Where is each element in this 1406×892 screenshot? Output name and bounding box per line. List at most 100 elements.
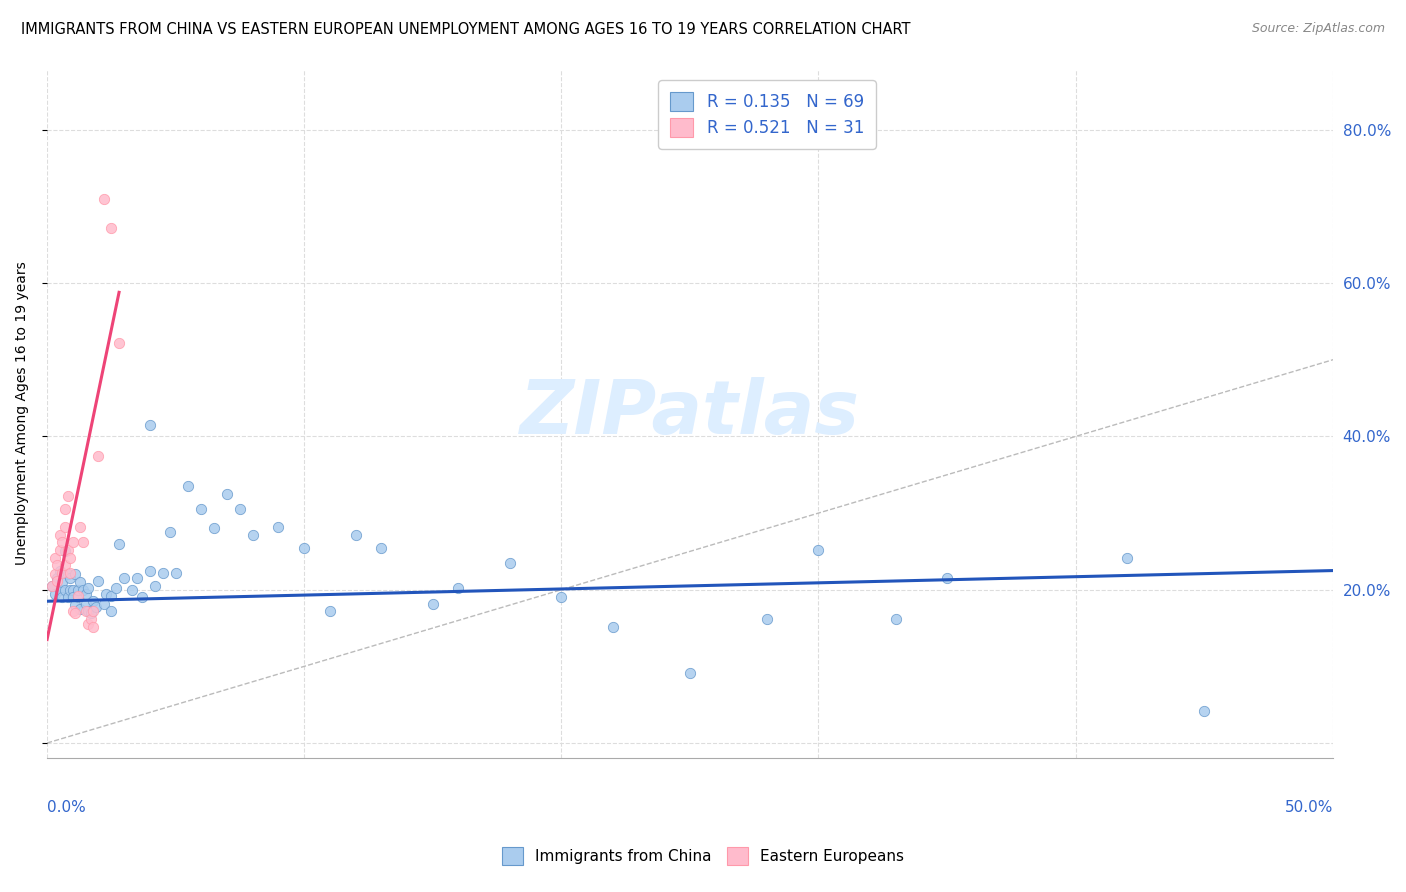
Point (1116, 550, 1139, 565)
Point (46, 558, 69, 573)
Point (69, 520, 91, 534)
Text: 0.0%: 0.0% (46, 800, 86, 814)
Point (112, 571, 135, 585)
Point (53, 544, 76, 558)
Point (165, 566, 187, 580)
Point (62, 535, 84, 549)
Point (69, 575, 91, 590)
Point (56, 567, 79, 582)
Point (80, 606, 103, 620)
Point (93, 192, 115, 206)
Point (77, 617, 100, 632)
Y-axis label: Unemployment Among Ages 16 to 19 years: Unemployment Among Ages 16 to 19 years (15, 261, 30, 566)
Point (1192, 704, 1215, 718)
Point (344, 527, 367, 541)
Point (108, 537, 131, 551)
Point (51, 591, 73, 605)
Point (49, 582, 72, 597)
Point (125, 571, 148, 585)
Point (53, 502, 76, 516)
Point (319, 604, 342, 618)
Point (51, 575, 73, 590)
Text: ZIPatlas: ZIPatlas (520, 377, 860, 450)
Point (77, 581, 100, 595)
Point (121, 582, 143, 597)
Point (143, 579, 166, 593)
Point (66, 582, 89, 597)
Point (84, 599, 107, 614)
Point (53, 520, 76, 534)
Point (46, 574, 69, 588)
Point (756, 612, 779, 626)
Point (100, 604, 122, 618)
Point (292, 541, 315, 555)
Point (66, 591, 89, 605)
Point (215, 487, 238, 501)
Point (100, 221, 122, 235)
Text: Source: ZipAtlas.com: Source: ZipAtlas.com (1251, 22, 1385, 36)
Point (422, 597, 444, 611)
Point (62, 582, 84, 597)
Point (51, 535, 73, 549)
Point (49, 527, 72, 541)
Point (46, 571, 69, 585)
Point (44, 586, 66, 600)
Point (66, 589, 89, 603)
Point (370, 541, 392, 555)
Point (190, 502, 212, 516)
Point (267, 520, 290, 534)
Point (105, 581, 128, 595)
Point (96, 586, 118, 600)
Point (82, 594, 104, 608)
Legend: Immigrants from China, Eastern Europeans: Immigrants from China, Eastern Europeans (495, 841, 911, 871)
Point (41, 579, 63, 593)
Point (56, 591, 79, 605)
Point (72, 535, 94, 549)
Point (59, 550, 82, 565)
Point (72, 582, 94, 597)
Point (75, 597, 97, 611)
Point (550, 591, 572, 605)
Point (65, 567, 87, 582)
Point (884, 612, 907, 626)
Point (108, 335, 131, 350)
Point (59, 582, 82, 597)
Point (65, 598, 87, 612)
Point (499, 556, 522, 570)
Point (229, 502, 252, 516)
Point (159, 525, 181, 540)
Point (936, 571, 959, 585)
Point (87, 574, 110, 588)
Point (152, 566, 174, 580)
Text: IMMIGRANTS FROM CHINA VS EASTERN EUROPEAN UNEMPLOYMENT AMONG AGES 16 TO 19 YEARS: IMMIGRANTS FROM CHINA VS EASTERN EUROPEA… (21, 22, 911, 37)
Point (56, 489, 79, 503)
Point (77, 604, 100, 618)
Point (53, 582, 76, 597)
Point (44, 550, 66, 565)
Point (93, 597, 115, 611)
Point (177, 479, 200, 493)
Point (82, 619, 104, 633)
Point (62, 604, 84, 618)
Point (82, 604, 104, 618)
Point (242, 527, 264, 541)
Point (131, 591, 153, 605)
Point (87, 449, 110, 463)
Point (75, 586, 97, 600)
Point (51, 566, 73, 580)
Point (139, 564, 162, 578)
Point (65, 606, 87, 620)
Point (602, 619, 624, 633)
Point (41, 579, 63, 593)
Point (44, 567, 66, 582)
Point (139, 417, 162, 432)
Point (62, 591, 84, 605)
Point (59, 566, 82, 580)
Point (807, 542, 830, 557)
Point (69, 602, 91, 616)
Point (56, 542, 79, 557)
Point (75, 604, 97, 618)
Point (49, 564, 72, 578)
Text: 50.0%: 50.0% (1285, 800, 1333, 814)
Point (59, 571, 82, 585)
